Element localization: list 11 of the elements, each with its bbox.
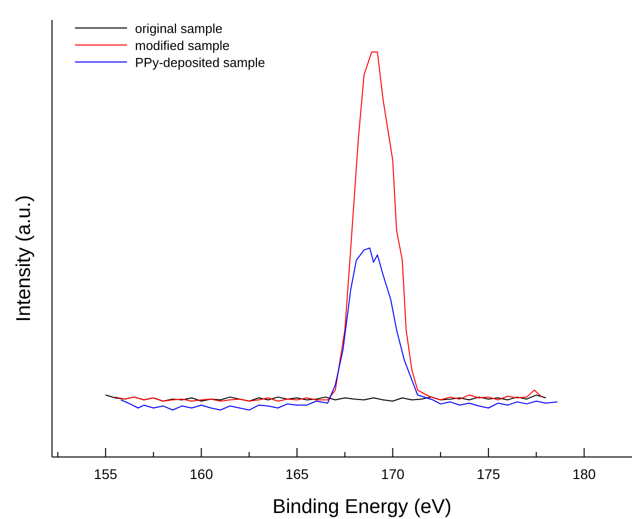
y-axis-title: Intensity (a.u.) [13, 195, 35, 322]
x-tick-label: 180 [572, 466, 596, 482]
x-tick-label: 165 [285, 466, 309, 482]
x-tick-label: 170 [381, 466, 405, 482]
legend-label: PPy-deposited sample [135, 55, 266, 70]
x-tick-label: 175 [476, 466, 500, 482]
legend-label: original sample [135, 21, 222, 36]
legend-label: modified sample [135, 38, 230, 53]
x-axis-title: Binding Energy (eV) [272, 496, 452, 518]
x-tick-label: 155 [94, 466, 118, 482]
x-tick-label: 160 [190, 466, 214, 482]
